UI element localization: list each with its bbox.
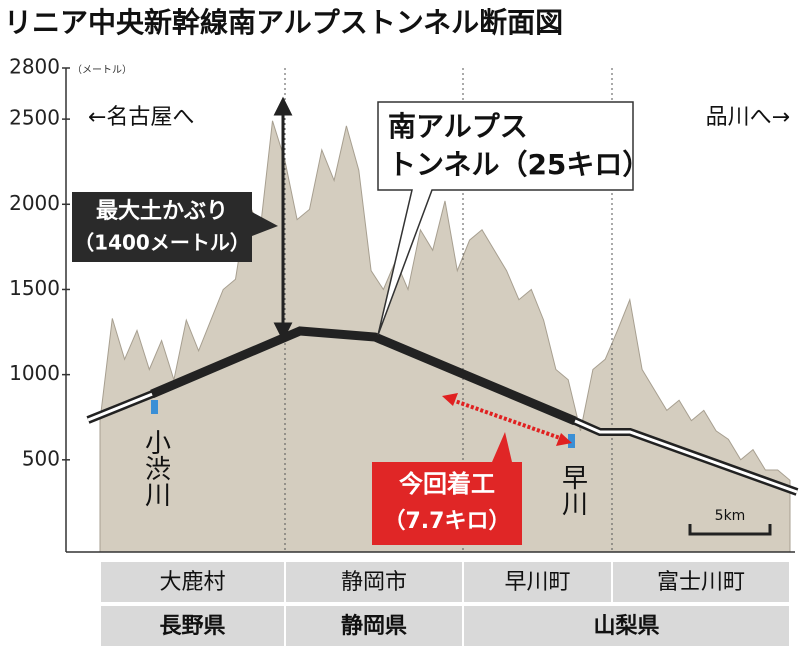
y-tick-label: 2000 xyxy=(9,191,60,215)
municipality-label: 富士川町 xyxy=(657,570,745,595)
tunnel-label: 南アルプス xyxy=(388,110,528,143)
tunnel xyxy=(86,326,799,496)
band xyxy=(286,606,462,646)
direction-label: ←名古屋へ xyxy=(88,105,194,130)
direction-label: 品川へ→ xyxy=(706,105,790,130)
band xyxy=(464,562,611,602)
start-label: （7.7キロ） xyxy=(384,509,511,534)
river-mark xyxy=(568,434,575,448)
cover-arrow xyxy=(273,96,293,342)
band xyxy=(464,606,789,646)
river-label: 早川 xyxy=(558,464,588,516)
chart-title: リニア中央新幹線南アルプストンネル断面図 xyxy=(4,6,563,39)
cover-box xyxy=(72,192,278,262)
municipality-label: 静岡市 xyxy=(341,570,407,595)
municipality-label: 大鹿村 xyxy=(159,570,225,595)
start-label: 今回着工 xyxy=(399,470,495,498)
tunnel-box xyxy=(377,101,634,336)
prefecture-label: 山梨県 xyxy=(593,614,659,639)
band xyxy=(101,562,284,602)
y-tick-label: 2500 xyxy=(9,106,60,130)
prefecture-label: 静岡県 xyxy=(341,613,407,639)
y-unit: （メートル） xyxy=(72,64,132,76)
municipality-label: 早川町 xyxy=(504,570,570,595)
plot xyxy=(99,120,791,553)
cover-label: （1400メートル） xyxy=(74,231,250,255)
prefecture-label: 長野県 xyxy=(159,614,225,639)
river-mark xyxy=(151,400,158,414)
band xyxy=(101,606,284,646)
cover-label: 最大土かぶり xyxy=(96,199,228,224)
scale-label: 5km xyxy=(715,508,746,524)
river-label: 小渋川 xyxy=(141,429,171,507)
y-tick-label: 1000 xyxy=(9,361,60,385)
tunnel-label: トンネル（25キロ） xyxy=(388,148,650,181)
band xyxy=(613,562,789,602)
terrain xyxy=(99,120,791,553)
start-box xyxy=(372,432,522,545)
y-tick-label: 2800 xyxy=(9,55,60,79)
scale-bar xyxy=(688,524,772,536)
start-arrow xyxy=(442,393,572,446)
y-tick-label: 500 xyxy=(22,446,60,470)
band xyxy=(286,562,462,602)
y-tick-label: 1500 xyxy=(9,276,60,300)
